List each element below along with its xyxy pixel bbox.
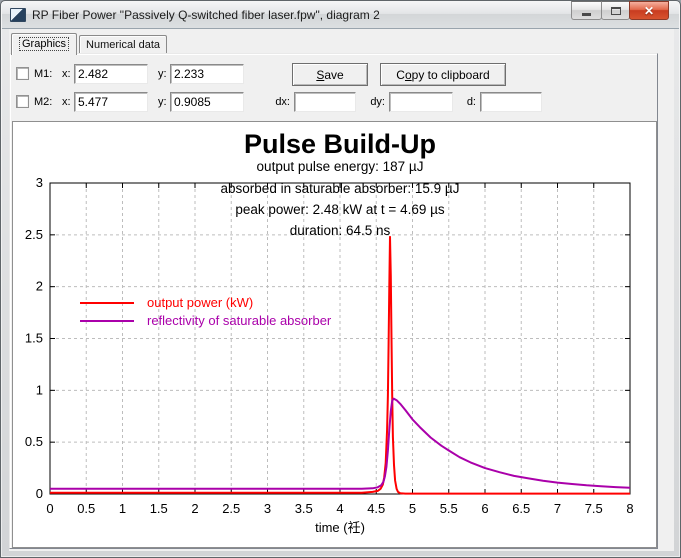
- close-icon: ✕: [643, 3, 655, 18]
- svg-text:1.5: 1.5: [150, 501, 168, 516]
- svg-text:8: 8: [626, 501, 633, 516]
- chart-tick-labels: 0 0.5 1 1.5 2 2.5 3 3.5 4 4.5 5 5.5 6 6.5 7 7.5 8 0 0.5 1 1.…: [25, 175, 634, 516]
- chart-legend: output power (kW) reflectivity of saturab…: [80, 295, 332, 328]
- svg-text:0: 0: [36, 486, 43, 501]
- chart-grid: [50, 183, 630, 494]
- maximize-icon: [610, 6, 621, 15]
- svg-text:1: 1: [119, 501, 126, 516]
- svg-text:5.5: 5.5: [440, 501, 458, 516]
- maximize-button[interactable]: [601, 1, 630, 20]
- m1-x-field[interactable]: [74, 64, 148, 84]
- svg-text:7: 7: [554, 501, 561, 516]
- chart-annotation: absorbed in saturable absorber: 15.9 µJ: [221, 181, 460, 196]
- chart-annotation: output pulse energy: 187 µJ: [257, 159, 424, 174]
- svg-text:3: 3: [36, 175, 43, 190]
- copy-to-clipboard-button[interactable]: Copy to clipboard: [380, 63, 506, 86]
- m2-label: M2:: [34, 96, 53, 108]
- close-button[interactable]: ✕: [629, 1, 669, 20]
- m2-checkbox[interactable]: [16, 95, 29, 108]
- svg-text:5: 5: [409, 501, 416, 516]
- client-area: Graphics Numerical data M1: x: y: Save C…: [9, 29, 674, 551]
- svg-text:6: 6: [481, 501, 488, 516]
- m2-x-label: x:: [62, 96, 71, 108]
- m1-y-label: y:: [158, 68, 167, 80]
- chart-panel[interactable]: 0 0.5 1 1.5 2 2.5 3 3.5 4 4.5 5 5.5 6 6.5 7 7.5 8 0 0.5 1 1.…: [12, 121, 657, 548]
- svg-text:2: 2: [191, 501, 198, 516]
- titlebar[interactable]: RP Fiber Power "Passively Q-switched fib…: [2, 1, 679, 29]
- m1-label: M1:: [34, 68, 53, 80]
- save-button[interactable]: Save: [292, 63, 368, 86]
- dx-label: dx:: [275, 96, 290, 108]
- d-field[interactable]: [480, 92, 542, 112]
- window-title: RP Fiber Power "Passively Q-switched fib…: [32, 8, 380, 22]
- dy-label: dy:: [370, 96, 385, 108]
- svg-text:3: 3: [264, 501, 271, 516]
- svg-text:6.5: 6.5: [512, 501, 530, 516]
- m2-y-field[interactable]: [170, 92, 244, 112]
- chart-title: Pulse Build-Up: [244, 129, 436, 159]
- svg-text:reflectivity of saturable abso: reflectivity of saturable absorber: [147, 313, 332, 328]
- chart-annotation: duration: 64.5 ns: [290, 223, 391, 238]
- d-label: d:: [466, 96, 476, 108]
- svg-text:4.5: 4.5: [367, 501, 385, 516]
- app-icon: [10, 8, 26, 22]
- dx-field[interactable]: [294, 92, 356, 112]
- m1-y-field[interactable]: [170, 64, 244, 84]
- dy-field[interactable]: [389, 92, 453, 112]
- svg-text:3.5: 3.5: [295, 501, 313, 516]
- tabstrip: Graphics Numerical data: [11, 33, 169, 55]
- svg-text:1.5: 1.5: [25, 331, 43, 346]
- chart-annotation: peak power: 2.48 kW at t = 4.69 µs: [235, 202, 445, 217]
- svg-text:2.5: 2.5: [222, 501, 240, 516]
- tab-graphics[interactable]: Graphics: [11, 33, 78, 55]
- window-controls: ✕: [571, 1, 669, 20]
- svg-text:2: 2: [36, 279, 43, 294]
- svg-text:output power (kW): output power (kW): [147, 295, 253, 310]
- tab-numerical-data[interactable]: Numerical data: [79, 35, 168, 54]
- m1-x-label: x:: [62, 68, 71, 80]
- m2-y-label: y:: [158, 96, 167, 108]
- svg-text:7.5: 7.5: [585, 501, 603, 516]
- svg-text:0.5: 0.5: [77, 501, 95, 516]
- svg-text:0.5: 0.5: [25, 434, 43, 449]
- m2-x-field[interactable]: [74, 92, 148, 112]
- svg-text:1: 1: [36, 382, 43, 397]
- svg-text:2.5: 2.5: [25, 227, 43, 242]
- series-0: [50, 235, 630, 495]
- minimize-icon: [582, 13, 591, 16]
- graphics-tab-page: M1: x: y: Save Copy to clipboard M2: x: …: [9, 53, 658, 549]
- chart-xlabel: time (祍): [315, 520, 365, 535]
- svg-text:0: 0: [46, 501, 53, 516]
- chart-svg: 0 0.5 1 1.5 2 2.5 3 3.5 4 4.5 5 5.5 6 6.5 7 7.5 8 0 0.5 1 1.…: [25, 129, 634, 535]
- minimize-button[interactable]: [571, 1, 602, 20]
- series-1: [50, 397, 631, 490]
- m1-checkbox[interactable]: [16, 67, 29, 80]
- svg-text:4: 4: [336, 501, 343, 516]
